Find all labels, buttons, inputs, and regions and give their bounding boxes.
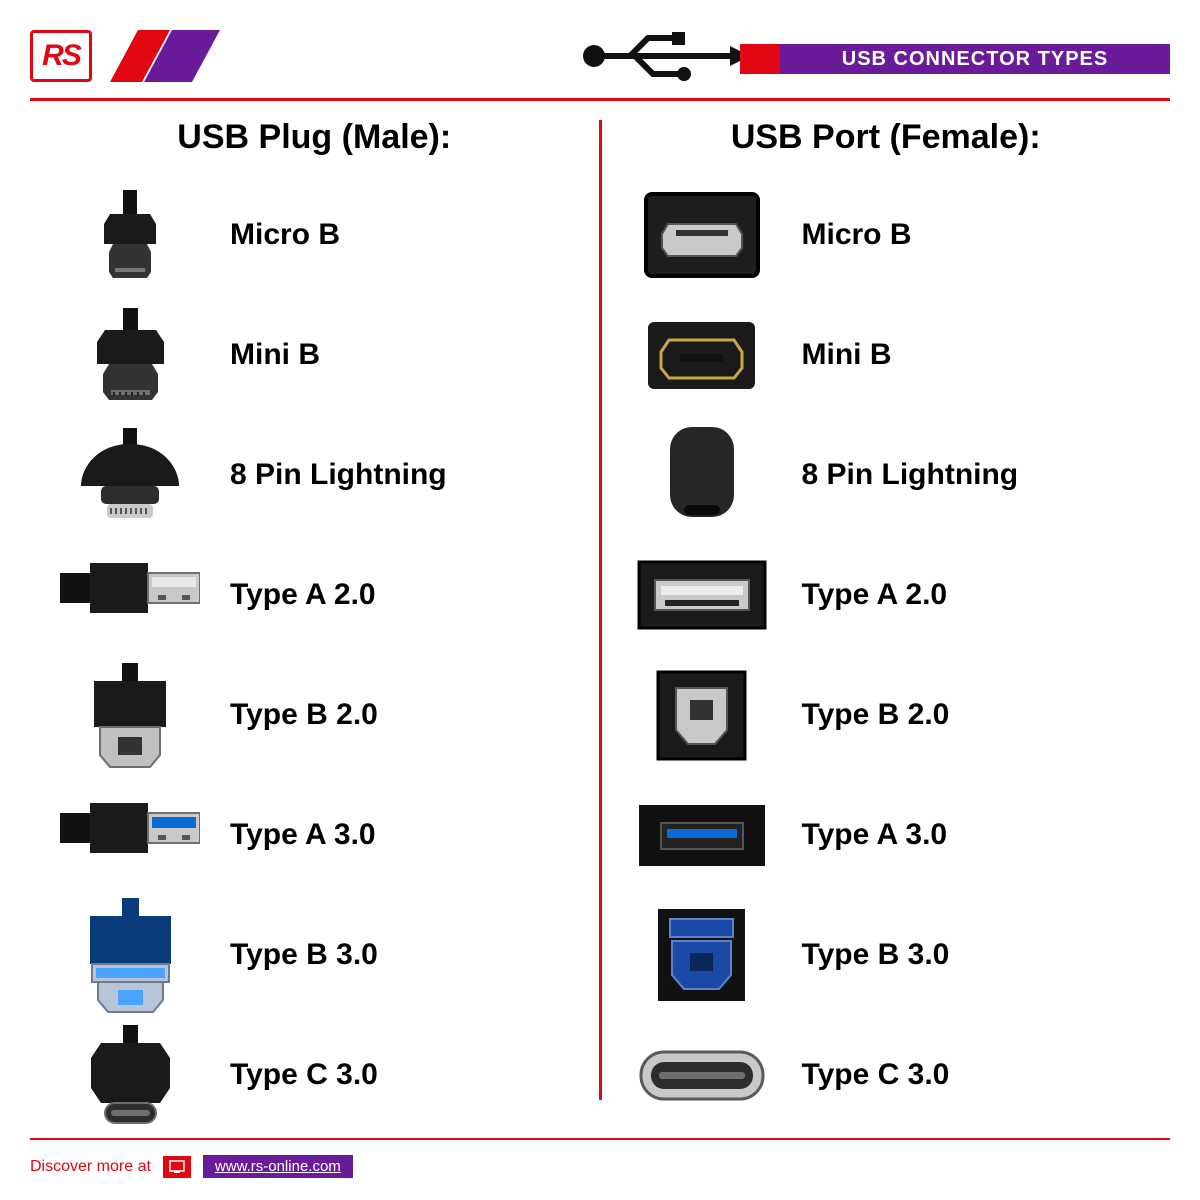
usb-trident-icon [580, 30, 750, 82]
type-a-3-port-icon [637, 803, 767, 868]
banner-red-block [740, 44, 780, 74]
mini-b-port-icon [644, 318, 759, 393]
micro-b-port-icon [642, 190, 762, 280]
plug-row: Mini B [50, 295, 579, 415]
plug-row: Type C 3.0 [50, 1015, 579, 1135]
lightning-plug-icon [75, 428, 185, 523]
port-row: Micro B [622, 175, 1151, 295]
port-row: Type C 3.0 [622, 1015, 1151, 1135]
mini-b-plug-icon [83, 308, 178, 403]
footer-lead-text: Discover more at [30, 1158, 151, 1176]
port-row: Type A 3.0 [622, 775, 1151, 895]
footer: Discover more at www.rs-online.com [30, 1155, 353, 1178]
plug-label: Type A 3.0 [210, 818, 376, 852]
plug-column-title: USB Plug (Male): [50, 118, 579, 157]
port-label: Type A 2.0 [782, 578, 948, 612]
port-label: Mini B [782, 338, 892, 372]
plug-label: Type B 2.0 [210, 698, 378, 732]
plug-label: Type A 2.0 [210, 578, 376, 612]
plug-row: Type B 2.0 [50, 655, 579, 775]
lightning-port-icon [662, 423, 742, 528]
plug-label: Type B 3.0 [210, 938, 378, 972]
port-row: Type A 2.0 [622, 535, 1151, 655]
plug-label: Type C 3.0 [210, 1058, 378, 1092]
port-label: Micro B [782, 218, 912, 252]
type-b-3-plug-icon [78, 898, 183, 1013]
port-row: Mini B [622, 295, 1151, 415]
port-row: 8 Pin Lightning [622, 415, 1151, 535]
type-a-2-port-icon [637, 560, 767, 630]
plug-column: USB Plug (Male): Micro B [30, 110, 599, 1120]
port-label: 8 Pin Lightning [782, 458, 1019, 492]
type-a-2-plug-icon [60, 555, 200, 635]
micro-b-plug-icon [85, 190, 175, 280]
plug-label: Micro B [210, 218, 340, 252]
rs-logo: RS [30, 30, 92, 82]
port-label: Type B 3.0 [782, 938, 950, 972]
plug-label: 8 Pin Lightning [210, 458, 447, 492]
type-a-3-plug-icon [60, 795, 200, 875]
type-b-2-port-icon [654, 668, 749, 763]
plug-row: 8 Pin Lightning [50, 415, 579, 535]
port-label: Type B 2.0 [782, 698, 950, 732]
logo-slash-icon [110, 30, 220, 82]
port-label: Type A 3.0 [782, 818, 948, 852]
top-divider [30, 98, 1170, 101]
type-b-2-plug-icon [80, 663, 180, 768]
type-c-port-icon [637, 1048, 767, 1103]
plug-row: Type A 2.0 [50, 535, 579, 655]
port-column-title: USB Port (Female): [622, 118, 1151, 157]
port-row: Type B 3.0 [622, 895, 1151, 1015]
header: RS USB CONNECTOR TYPES [30, 30, 1170, 92]
plug-row: Type A 3.0 [50, 775, 579, 895]
type-b-3-port-icon [654, 905, 749, 1005]
port-column: USB Port (Female): Micro B Mini B [602, 110, 1171, 1120]
footer-badge-icon [163, 1156, 191, 1178]
port-row: Type B 2.0 [622, 655, 1151, 775]
plug-row: Micro B [50, 175, 579, 295]
type-c-plug-icon [83, 1025, 178, 1125]
footer-url-link[interactable]: www.rs-online.com [203, 1155, 353, 1178]
port-label: Type C 3.0 [782, 1058, 950, 1092]
plug-label: Mini B [210, 338, 320, 372]
bottom-divider [30, 1138, 1170, 1140]
content-area: USB Plug (Male): Micro B [30, 110, 1170, 1120]
banner-title: USB CONNECTOR TYPES [780, 44, 1170, 74]
plug-row: Type B 3.0 [50, 895, 579, 1015]
